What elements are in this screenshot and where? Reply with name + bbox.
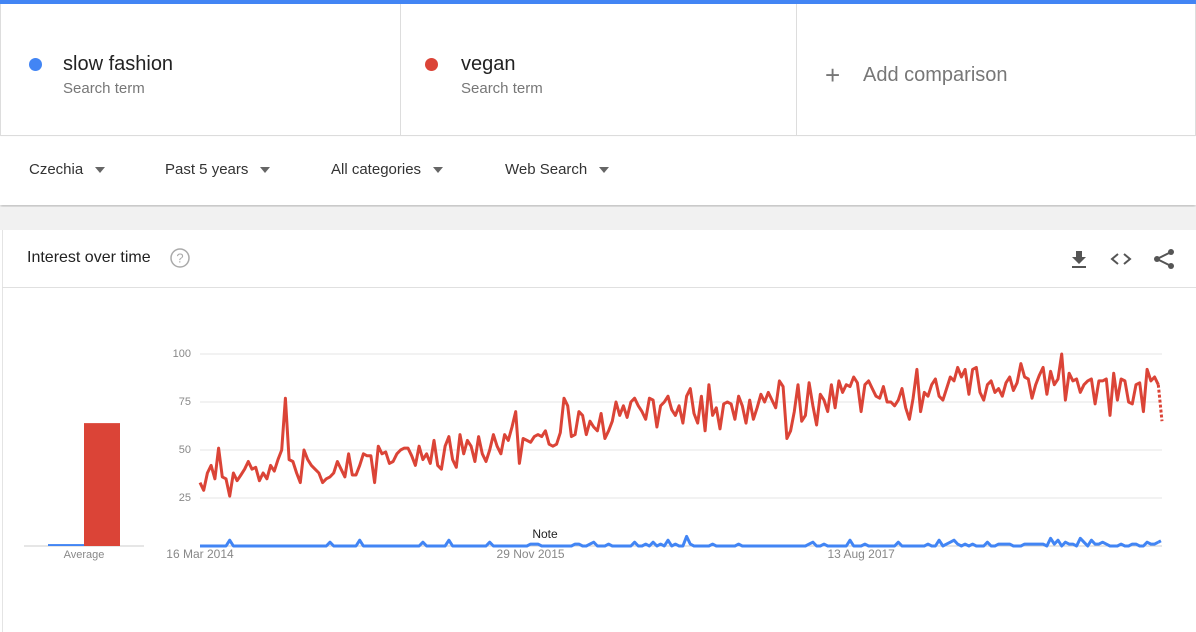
annotation: Note xyxy=(532,527,558,541)
series-line xyxy=(200,534,1159,548)
term-name: slow fashion xyxy=(63,53,174,75)
y-tick-label: 25 xyxy=(179,492,191,504)
x-tick-label: 13 Aug 2017 xyxy=(827,547,895,561)
svg-text:?: ? xyxy=(176,250,183,265)
help-icon[interactable]: ? xyxy=(168,246,192,270)
term-name: vegan xyxy=(461,53,516,75)
add-comparison-label: Add comparison xyxy=(863,64,1008,86)
top-bar xyxy=(0,0,1196,4)
divider xyxy=(2,287,1196,288)
card xyxy=(2,230,1196,632)
share-icon[interactable] xyxy=(1154,249,1174,269)
term-subtitle: Search term xyxy=(461,80,543,97)
filter-dropdown[interactable]: Czechia xyxy=(29,161,105,178)
filter-dropdown[interactable]: All categories xyxy=(331,161,443,178)
average-label: Average xyxy=(64,549,105,561)
series-line xyxy=(1156,384,1164,422)
plus-icon: + xyxy=(825,60,841,90)
add-comparison[interactable]: + Add comparison xyxy=(796,4,1196,136)
x-tick-label: 16 Mar 2014 xyxy=(166,547,234,561)
term-color xyxy=(29,58,42,71)
gap xyxy=(0,207,1196,230)
term-subtitle: Search term xyxy=(63,80,145,97)
filter-dropdown[interactable]: Web Search xyxy=(505,161,609,178)
y-tick-label: 50 xyxy=(179,444,191,456)
term-color xyxy=(425,58,438,71)
x-tick-label: 29 Nov 2015 xyxy=(497,547,565,561)
term-card[interactable]: vegan Search term xyxy=(400,4,797,136)
y-tick-label: 75 xyxy=(179,396,191,408)
filter-dropdown[interactable]: Past 5 years xyxy=(165,161,270,178)
y-tick-label: 100 xyxy=(173,348,191,360)
series-line xyxy=(198,352,1160,498)
chart: 25 50 75 100 16 Mar 2014 29 Nov 2015 13 Aug 20… xyxy=(24,348,1164,561)
average-bar xyxy=(84,423,120,546)
series-line xyxy=(1157,538,1163,544)
card-title: Interest over time xyxy=(27,249,151,266)
download-icon[interactable] xyxy=(1072,251,1086,268)
term-card[interactable]: slow fashion Search term xyxy=(0,4,401,136)
card-actions xyxy=(1072,249,1174,269)
embed-icon[interactable] xyxy=(1110,253,1132,265)
average-bar xyxy=(48,544,84,546)
